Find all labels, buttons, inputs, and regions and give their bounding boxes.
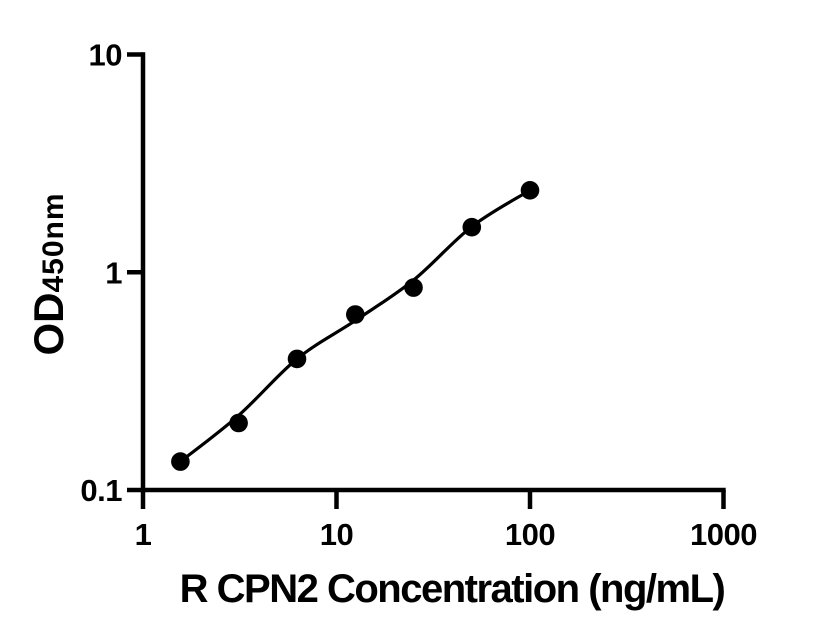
x-tick-label: 1 <box>135 517 152 552</box>
x-tick-label: 100 <box>505 517 555 552</box>
y-tick-label: 1 <box>105 255 122 290</box>
y-axis-title-main: OD <box>25 293 72 356</box>
y-tick-label: 0.1 <box>80 473 122 508</box>
data-point <box>404 278 423 297</box>
data-point <box>171 452 190 471</box>
x-axis-title: R CPN2 Concentration (ng/mL) <box>180 567 725 611</box>
data-point <box>462 217 482 237</box>
data-point <box>520 181 540 200</box>
axis-ticks <box>127 52 726 509</box>
data-points <box>171 181 540 471</box>
y-tick-label: 10 <box>89 38 122 73</box>
axes <box>140 52 726 493</box>
y-axis-title: OD450nm <box>25 192 72 355</box>
data-point <box>346 305 365 324</box>
y-axis-title-sub: 450nm <box>37 192 70 292</box>
x-tick-label: 10 <box>320 517 353 552</box>
data-point <box>229 413 248 433</box>
data-point <box>287 349 307 369</box>
x-tick-label: 1000 <box>690 517 757 552</box>
axis-tick-labels: 1 10 100 1000 0.1 1 10 <box>80 38 757 553</box>
